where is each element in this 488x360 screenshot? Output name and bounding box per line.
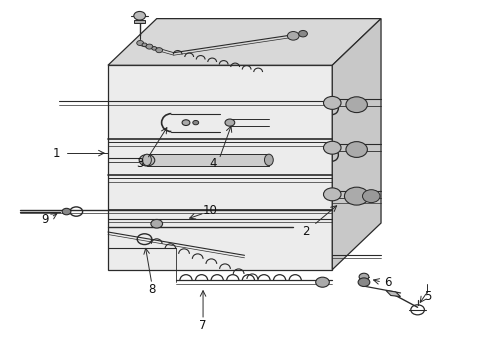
Polygon shape (134, 20, 145, 23)
Circle shape (137, 41, 143, 45)
Circle shape (151, 220, 162, 228)
Circle shape (156, 48, 162, 53)
Circle shape (344, 187, 368, 205)
Circle shape (345, 141, 366, 157)
Circle shape (323, 188, 340, 201)
Text: 6: 6 (384, 276, 391, 289)
Circle shape (62, 208, 71, 215)
Polygon shape (108, 65, 331, 270)
Ellipse shape (142, 154, 151, 166)
Circle shape (134, 12, 145, 20)
Text: 10: 10 (203, 204, 217, 217)
Text: 4: 4 (209, 157, 216, 170)
Polygon shape (108, 19, 380, 65)
Text: 7: 7 (199, 319, 206, 332)
Circle shape (358, 273, 368, 280)
Circle shape (139, 154, 155, 166)
Circle shape (287, 32, 299, 40)
Circle shape (315, 277, 329, 287)
Circle shape (298, 31, 307, 37)
Circle shape (182, 120, 189, 126)
Circle shape (192, 121, 198, 125)
Circle shape (362, 190, 379, 203)
Circle shape (323, 96, 340, 109)
Circle shape (152, 46, 157, 50)
Text: 9: 9 (41, 213, 48, 226)
Circle shape (357, 278, 369, 287)
Circle shape (224, 119, 234, 126)
Circle shape (345, 97, 366, 113)
Polygon shape (147, 154, 268, 166)
Text: 1: 1 (53, 147, 61, 159)
Text: 2: 2 (301, 225, 308, 238)
Circle shape (146, 44, 153, 49)
Circle shape (142, 43, 147, 46)
Circle shape (323, 141, 340, 154)
Text: 3: 3 (136, 157, 143, 170)
Text: 5: 5 (423, 290, 430, 303)
Ellipse shape (264, 154, 273, 166)
Polygon shape (331, 19, 380, 270)
Text: 8: 8 (148, 283, 155, 296)
Polygon shape (385, 291, 400, 297)
